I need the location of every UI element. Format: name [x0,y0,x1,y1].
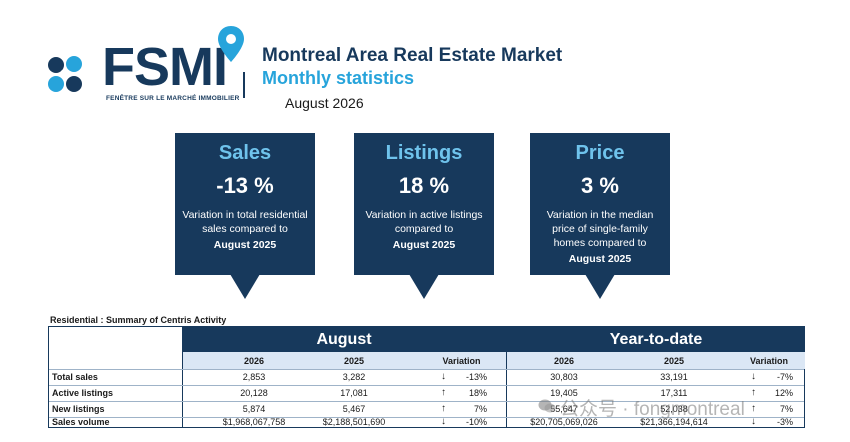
col-header-monthly-variation: Variation [442,356,481,366]
kpi-value: 3 % [581,173,619,198]
col-header-ytd-variation: Variation [749,356,788,366]
kpi-listings: Listings 18 % Variation in active listin… [354,133,494,299]
kpi-price: Price 3 % Variation in the median price … [530,133,670,299]
column-divider [182,327,183,428]
variation-value: 18% [468,388,487,398]
kpi-title: Sales [218,142,272,164]
row-label: Total sales [52,372,98,382]
table-cell: 17,311 [660,388,688,398]
arrow-up-icon: ↑ [751,403,756,414]
variation-value: -7% [776,372,793,382]
variation-value: 7% [473,404,487,414]
table-cell: $20,705,069,026 [530,417,598,427]
kpi-description: Variation in total residential sales com… [182,209,308,235]
variation-value: -10% [465,417,487,427]
table-cell: 3,282 [342,372,366,382]
variation-value: 7% [779,404,793,414]
table-cell: 19,405 [550,388,578,398]
summary-table: August Year-to-date 2026 2025 Variation … [48,326,805,428]
page-subtitle: Monthly statistics [262,68,415,88]
variation-value: 12% [774,388,793,398]
variation-value: -13% [465,372,487,382]
col-header-ytd-previous: 2025 [663,356,685,366]
ytd-group-header: Year-to-date [507,327,805,352]
table-cell: 2,853 [242,372,266,382]
table-cell: 20,128 [240,388,268,398]
kpi-title: Price [575,142,625,164]
arrow-down-icon: ↓ [441,416,446,427]
table-cell: 33,191 [660,372,688,382]
column-divider [506,327,507,428]
arrow-up-icon: ↑ [441,403,446,414]
row-divider [49,417,804,418]
kpi-value: 18 % [398,173,450,198]
report-period: August 2026 [285,95,364,111]
col-header-ytd-current: 2026 [553,356,575,366]
col-header-monthly-current: 2026 [243,356,265,366]
table-cell: $2,188,501,690 [322,417,386,427]
table-cell: $21,366,194,614 [640,417,708,427]
ytd-subheader-band [507,352,805,369]
header-divider [243,72,245,98]
table-cell: 5,874 [242,404,266,414]
logo-caption: FENÊTRE SUR LE MARCHÉ IMMOBILIER [106,95,240,102]
kpi-description: Variation in the median price of single-… [546,209,654,249]
row-divider [49,385,804,386]
monthly-group-header: August [182,327,506,352]
table-caption: Residential : Summary of Centris Activit… [50,315,227,325]
arrow-down-icon: ↓ [751,416,756,427]
fsmi-symbol-icon [48,56,82,92]
kpi-title: Listings [385,142,463,164]
row-label: New listings [52,404,105,414]
watermark: 公众号 · fongmontreal [560,399,745,420]
col-header-monthly-previous: 2025 [343,356,365,366]
row-label: Sales volume [52,417,110,427]
table-cell: 5,467 [342,404,366,414]
kpi-reference-period: August 2025 [568,253,632,265]
location-pin-icon [218,26,244,62]
kpi-value: -13 % [216,173,274,198]
wechat-icon [538,399,556,413]
kpi-reference-period: August 2025 [392,239,456,251]
arrow-up-icon: ↑ [751,387,756,398]
arrow-down-icon: ↓ [441,371,446,382]
arrow-down-icon: ↓ [751,371,756,382]
row-label: Active listings [52,388,114,398]
page-title: Montreal Area Real Estate Market [262,45,563,66]
monthly-subheader-band [182,352,506,369]
arrow-up-icon: ↑ [441,387,446,398]
table-cell: 30,803 [550,372,578,382]
table-cell: 52,038 [660,404,688,414]
table-cell: $1,968,067,758 [222,417,286,427]
table-cell: 55,647 [550,404,578,414]
table-cell: 17,081 [340,388,368,398]
fsmi-logo: FSMI [102,37,228,97]
row-divider [49,401,804,402]
row-divider [49,369,804,370]
kpi-sales: Sales -13 % Variation in total residenti… [175,133,315,299]
variation-value: -3% [776,417,793,427]
kpi-description: Variation in active listings compared to [365,209,483,235]
kpi-reference-period: August 2025 [213,239,277,251]
